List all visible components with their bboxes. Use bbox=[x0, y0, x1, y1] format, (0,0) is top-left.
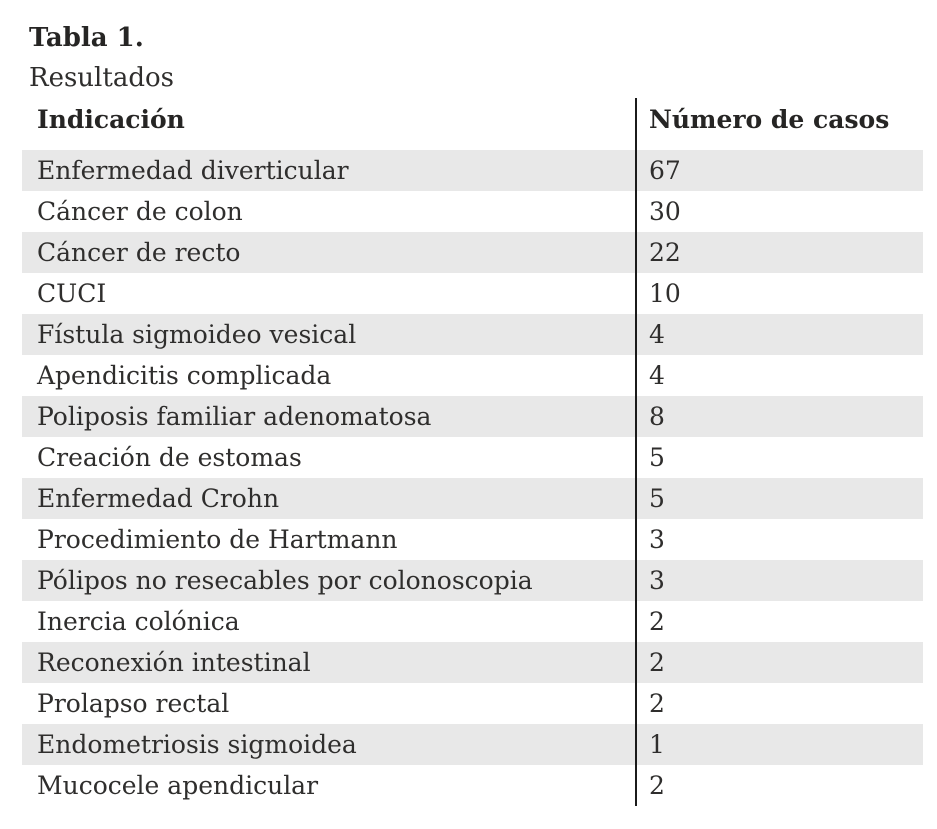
cases-cell: 1 bbox=[635, 724, 923, 765]
cases-cell: 2 bbox=[635, 642, 923, 683]
table-row: Mucocele apendicular 2 bbox=[22, 765, 923, 806]
indication-cell: Creación de estomas bbox=[37, 443, 302, 472]
table-row: Procedimiento de Hartmann 3 bbox=[22, 519, 923, 560]
table-row: Apendicitis complicada 4 bbox=[22, 355, 923, 396]
table-row: Fístula sigmoideo vesical 4 bbox=[22, 314, 923, 355]
indication-cell: Inercia colónica bbox=[37, 607, 240, 636]
indication-cell: Endometriosis sigmoidea bbox=[37, 730, 357, 759]
indication-cell: Reconexión intestinal bbox=[37, 648, 311, 677]
table-row: Creación de estomas 5 bbox=[22, 437, 923, 478]
cases-cell: 4 bbox=[635, 355, 923, 396]
table-row: Cáncer de colon 30 bbox=[22, 191, 923, 232]
cases-cell: 5 bbox=[635, 437, 923, 478]
table-row: Inercia colónica 2 bbox=[22, 601, 923, 642]
cases-cell: 2 bbox=[635, 765, 923, 806]
indication-cell: Cáncer de colon bbox=[37, 197, 243, 226]
cases-cell: 30 bbox=[635, 191, 923, 232]
table-row: Reconexión intestinal 2 bbox=[22, 642, 923, 683]
indication-cell: Cáncer de recto bbox=[37, 238, 241, 267]
indication-cell: Apendicitis complicada bbox=[37, 361, 332, 390]
cases-cell: 8 bbox=[635, 396, 923, 437]
indication-cell: Fístula sigmoideo vesical bbox=[37, 320, 357, 349]
cases-cell: 10 bbox=[635, 273, 923, 314]
cases-cell: 22 bbox=[635, 232, 923, 273]
cases-cell: 2 bbox=[635, 601, 923, 642]
indication-cell: CUCI bbox=[37, 279, 107, 308]
indication-cell: Procedimiento de Hartmann bbox=[37, 525, 398, 554]
table-label: Tabla 1. bbox=[29, 23, 144, 53]
indication-cell: Mucocele apendicular bbox=[37, 771, 319, 800]
cases-cell: 5 bbox=[635, 478, 923, 519]
column-header-cases: Número de casos bbox=[635, 98, 923, 150]
results-table: Indicación Número de casos Enfermedad di… bbox=[22, 98, 923, 806]
table-body: Enfermedad diverticular 67 Cáncer de col… bbox=[22, 150, 923, 806]
table-row: Endometriosis sigmoidea 1 bbox=[22, 724, 923, 765]
table-header-row: Indicación Número de casos bbox=[22, 98, 923, 150]
indication-cell: Enfermedad diverticular bbox=[37, 156, 349, 185]
table-caption: Resultados bbox=[29, 63, 174, 93]
table-row: CUCI 10 bbox=[22, 273, 923, 314]
indication-cell: Enfermedad Crohn bbox=[37, 484, 280, 513]
table-row: Enfermedad Crohn 5 bbox=[22, 478, 923, 519]
table-row: Enfermedad diverticular 67 bbox=[22, 150, 923, 191]
table-row: Prolapso rectal 2 bbox=[22, 683, 923, 724]
cases-cell: 4 bbox=[635, 314, 923, 355]
column-header-indication: Indicación bbox=[37, 105, 185, 134]
cases-cell: 3 bbox=[635, 519, 923, 560]
cases-cell: 2 bbox=[635, 683, 923, 724]
cases-cell: 3 bbox=[635, 560, 923, 601]
indication-cell: Pólipos no resecables por colonoscopia bbox=[37, 566, 533, 595]
indication-cell: Poliposis familiar adenomatosa bbox=[37, 402, 432, 431]
table-row: Poliposis familiar adenomatosa 8 bbox=[22, 396, 923, 437]
table-row: Cáncer de recto 22 bbox=[22, 232, 923, 273]
table-row: Pólipos no resecables por colonoscopia 3 bbox=[22, 560, 923, 601]
cases-cell: 67 bbox=[635, 150, 923, 191]
indication-cell: Prolapso rectal bbox=[37, 689, 230, 718]
